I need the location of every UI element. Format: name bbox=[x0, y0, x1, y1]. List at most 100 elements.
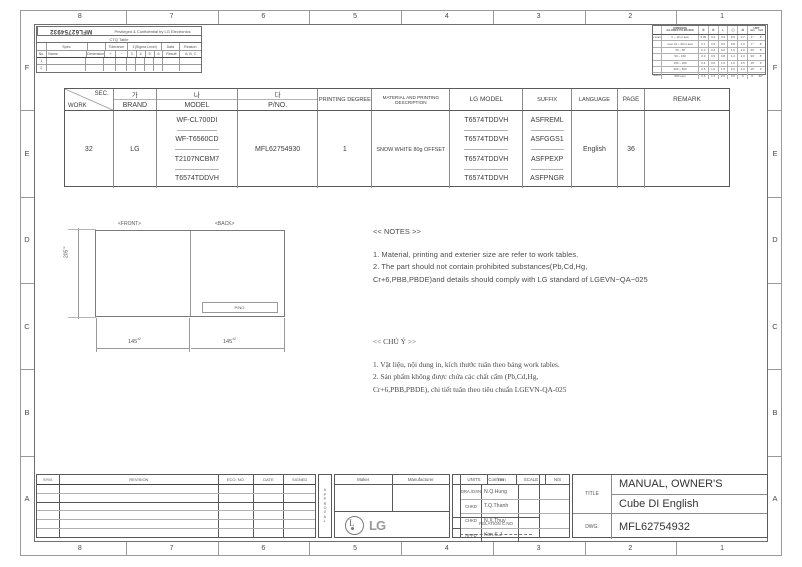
tolerance-range: 150 ~ 300 bbox=[662, 60, 699, 66]
revision-cell bbox=[60, 485, 220, 493]
tolerance-body: TOLERANCE0 ~ 10 or less0.050.20.30.50.71… bbox=[653, 35, 765, 79]
tolerance-value: 1.4 bbox=[709, 73, 719, 79]
revision-cell bbox=[254, 502, 285, 511]
ctq-header-5: 3 bbox=[128, 51, 137, 57]
units-header-mm: mm bbox=[488, 475, 517, 484]
confirm-dashed-line bbox=[453, 529, 539, 539]
dim-right-value: 145 bbox=[223, 338, 233, 345]
dim-left-tol: ±2 bbox=[137, 337, 141, 341]
ext-line-top bbox=[68, 229, 96, 230]
header-remark: REMARK bbox=[673, 96, 701, 103]
tolerance-unit-value: 3' bbox=[759, 60, 762, 65]
dimension-right-text: 145±2 bbox=[223, 337, 236, 345]
revision-cell bbox=[284, 494, 315, 502]
revision-row[interactable] bbox=[37, 520, 315, 529]
ctq-header-8: 6 bbox=[155, 51, 164, 57]
ctq-cell bbox=[163, 65, 181, 71]
ctq-cell bbox=[47, 58, 87, 64]
zone-col-bottom-7: 7 bbox=[169, 545, 174, 552]
units-row: DRA./DSN N.Q.Hung bbox=[461, 485, 569, 500]
ctq-cell bbox=[116, 58, 128, 64]
revision-row[interactable] bbox=[37, 493, 315, 503]
tolerance-value: 0.7 bbox=[738, 35, 749, 41]
ctq-cell bbox=[180, 58, 201, 64]
zone-row-left-B: B bbox=[24, 407, 30, 417]
tolerance-unit-group: UNIT mm inch bbox=[748, 26, 765, 34]
approval-letter: P bbox=[323, 492, 326, 497]
dim-height-tol: ±2 bbox=[62, 246, 66, 250]
revision-cell bbox=[60, 511, 220, 520]
tolerance-range-header: DIMENSION ALLOWED TOLERANCE bbox=[662, 26, 699, 34]
tolerance-range: 50 ~ 150 bbox=[662, 54, 699, 60]
tolerance-col-1: ① bbox=[699, 26, 709, 34]
tolerance-value: 0.6 bbox=[719, 47, 729, 54]
tolerance-value: 0.6 bbox=[709, 60, 719, 66]
ctq-header-3: + bbox=[105, 51, 117, 57]
suffix-cell: ASFPEXP bbox=[530, 150, 564, 170]
tolerance-unit-value: 8' bbox=[759, 35, 762, 40]
approval-letter: P bbox=[323, 497, 326, 502]
revision-row[interactable] bbox=[37, 502, 315, 512]
tolerance-unit-mm: mm bbox=[750, 29, 755, 33]
zone-col-bottom-4: 4 bbox=[444, 545, 449, 552]
zone-separator bbox=[768, 455, 782, 457]
zone-separator bbox=[20, 455, 34, 457]
cell-pno: MFL62754930 bbox=[238, 111, 319, 188]
tolerance-value: 0.1 bbox=[699, 41, 709, 47]
header-model-kr: 나 bbox=[157, 89, 237, 100]
units-name: T.Q.Thanh bbox=[482, 499, 519, 513]
cell-brand: LG bbox=[114, 111, 158, 188]
tolerance-side-blank bbox=[653, 26, 663, 34]
revision-row[interactable] bbox=[37, 528, 315, 537]
ctq-group-sigma: Σ(Sigma Level) bbox=[128, 43, 163, 50]
zone-separator bbox=[401, 10, 402, 24]
tolerance-unit-value: 30' bbox=[750, 54, 755, 59]
tolerance-unit-value: 5' bbox=[759, 54, 762, 59]
approval-letter: L bbox=[323, 519, 326, 524]
header-lg-model: LG MODEL bbox=[450, 89, 524, 110]
drawing-label-front: <FRONT> bbox=[118, 221, 142, 227]
revision-cell bbox=[254, 520, 285, 528]
ctq-header-2: Dimension bbox=[87, 51, 106, 57]
maker-values bbox=[335, 485, 449, 512]
zone-row-left-E: E bbox=[24, 148, 30, 158]
tolerance-value: 0.3 bbox=[719, 35, 729, 41]
revision-header: SYM. REVISION ECO. NO. DATE SIGNED bbox=[37, 475, 315, 485]
revision-cell bbox=[284, 503, 315, 511]
tolerance-value: 0.5 bbox=[719, 41, 729, 47]
tolerance-value: 0.3 bbox=[709, 41, 719, 47]
tolerance-unit-value: 1° bbox=[750, 35, 754, 40]
zone-separator bbox=[584, 10, 586, 24]
ctq-cell bbox=[127, 65, 137, 71]
dwg-row: DWG. MFL62754932 bbox=[573, 514, 767, 539]
revision-row[interactable] bbox=[37, 511, 315, 521]
revision-row[interactable] bbox=[37, 485, 315, 494]
ctq-cell: 2 bbox=[37, 65, 47, 71]
maker-header: Maker Manufacturer bbox=[335, 475, 449, 485]
zone-col-top-7: 7 bbox=[169, 13, 174, 20]
tolerance-range: 500 over bbox=[662, 73, 699, 79]
cell-work: 32 bbox=[65, 111, 114, 188]
zone-separator bbox=[217, 10, 219, 24]
units-header: UNITS mm SCALE N/S bbox=[461, 475, 569, 485]
suffix-cell: ASFGGS1 bbox=[530, 131, 564, 150]
units-row: APPD Kim.S.J bbox=[461, 528, 569, 542]
units-role: CHKD bbox=[461, 499, 482, 513]
header-model: 나 MODEL bbox=[157, 89, 238, 110]
lg-logo-icon bbox=[345, 516, 364, 535]
tolerance-unit-value: 15' bbox=[750, 60, 755, 65]
tolerance-units: 15' 3' bbox=[748, 61, 765, 66]
zone-col-top-6: 6 bbox=[261, 13, 266, 20]
tolerance-row: 150 ~ 300 0.4 0.6 1.0 1.6 2.5 15' 3' bbox=[653, 60, 765, 67]
approval-letter: A bbox=[323, 514, 326, 519]
lg-model-cell: T6574TDDVH bbox=[464, 150, 509, 170]
revision-block: SYM. REVISION ECO. NO. DATE SIGNED bbox=[36, 474, 316, 538]
tolerance-value: 1.0 bbox=[738, 41, 749, 47]
zone-col-top-4: 4 bbox=[444, 13, 449, 20]
model-cell: WF-T6560CD bbox=[175, 131, 219, 150]
zone-col-top-5: 5 bbox=[353, 13, 358, 20]
header-sec-work: SEC. WORK bbox=[65, 89, 114, 110]
confirm-relation: RELATION C.NO bbox=[453, 518, 539, 529]
units-role: DRA./DSN bbox=[461, 485, 482, 499]
